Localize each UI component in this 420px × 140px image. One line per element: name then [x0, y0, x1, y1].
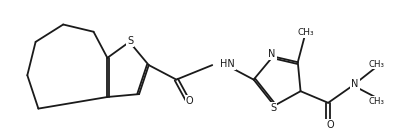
Text: CH₃: CH₃	[368, 96, 384, 106]
Text: HN: HN	[220, 59, 235, 69]
Text: N: N	[268, 49, 276, 59]
Text: S: S	[270, 103, 276, 113]
Text: O: O	[186, 96, 193, 106]
Text: N: N	[351, 79, 359, 89]
Text: CH₃: CH₃	[297, 28, 314, 37]
Text: O: O	[326, 120, 334, 130]
Text: S: S	[127, 36, 134, 46]
Text: CH₃: CH₃	[368, 60, 384, 68]
